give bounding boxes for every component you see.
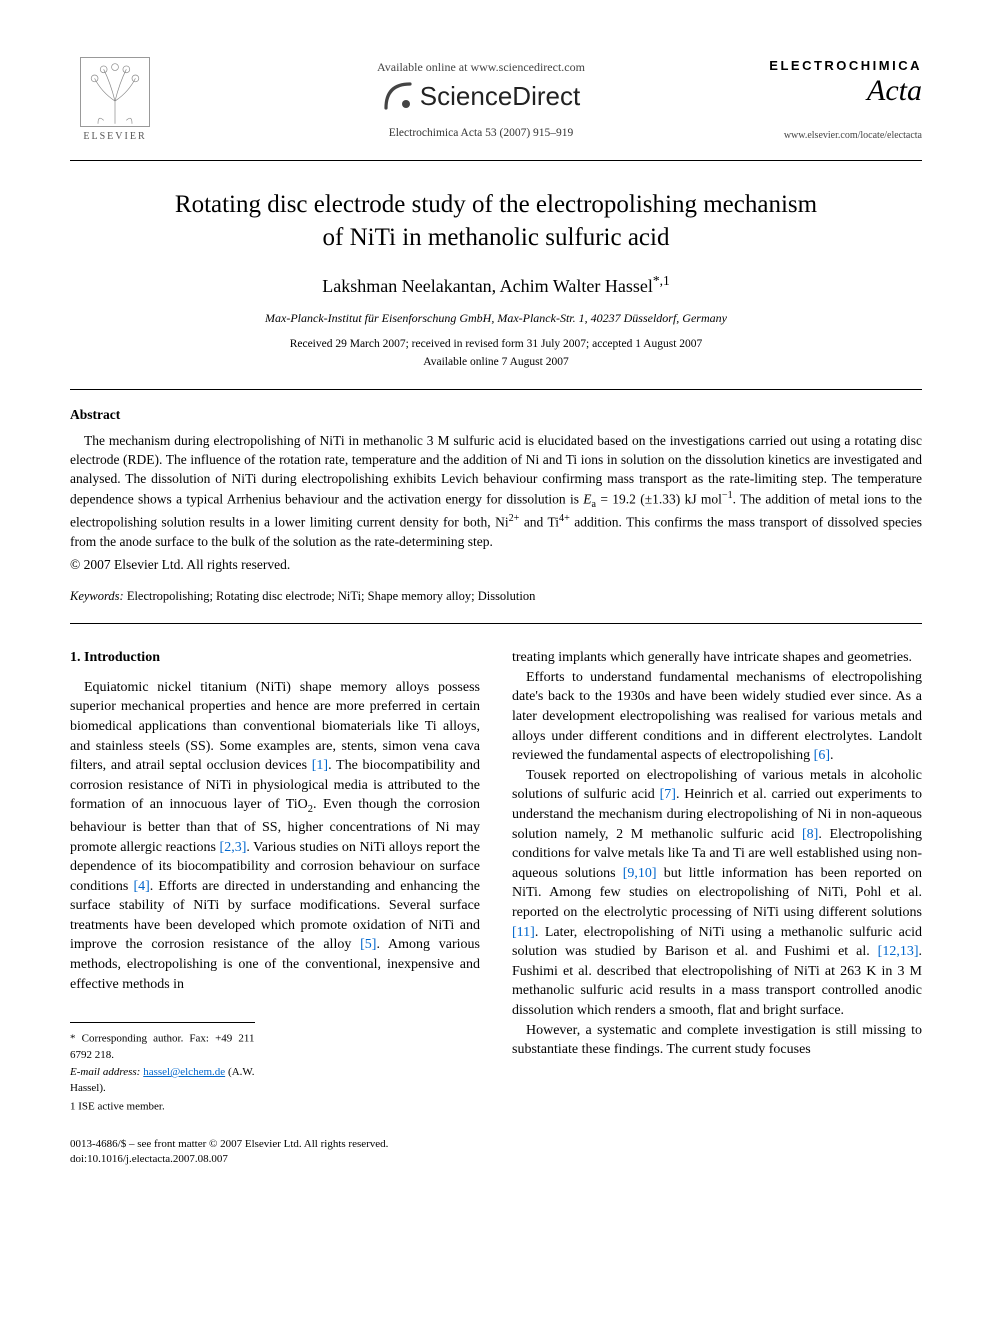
intro-paragraph-1: Equiatomic nickel titanium (NiTi) shape …: [70, 678, 480, 994]
email-footnote: E-mail address: hassel@elchem.de (A.W. H…: [70, 1064, 255, 1097]
citation-line: Electrochimica Acta 53 (2007) 915–919: [389, 126, 574, 142]
sciencedirect-text: ScienceDirect: [420, 79, 580, 114]
elsevier-tree-icon: [80, 57, 150, 127]
body-columns: 1. Introduction Equiatomic nickel titani…: [70, 648, 922, 1115]
section-heading-1: 1. Introduction: [70, 648, 480, 668]
authors: Lakshman Neelakantan, Achim Walter Hasse…: [70, 272, 922, 298]
author-sup: *,1: [653, 273, 670, 288]
corresponding-author-footnote: * Corresponding author. Fax: +49 211 679…: [70, 1029, 255, 1064]
abstract-text: The mechanism during electropolishing of…: [70, 432, 922, 551]
abstract-heading: Abstract: [70, 406, 922, 424]
keywords-values: Electropolishing; Rotating disc electrod…: [124, 589, 536, 603]
dates-line-1: Received 29 March 2007; received in revi…: [290, 338, 703, 350]
title-line-2: of NiTi in methanolic sulfuric acid: [323, 224, 670, 251]
footer-line-1: 0013-4686/$ – see front matter © 2007 El…: [70, 1138, 388, 1150]
available-online-text: Available online at www.sciencedirect.co…: [377, 59, 585, 75]
affiliation: Max-Planck-Institut für Eisenforschung G…: [70, 310, 922, 326]
sciencedirect-logo: ScienceDirect: [382, 79, 580, 114]
elsevier-label: ELSEVIER: [83, 130, 146, 144]
email-label: E-mail address:: [70, 1066, 140, 1078]
sciencedirect-swoosh-icon: [382, 80, 414, 112]
abstract-top-rule: [70, 389, 922, 390]
abstract-bottom-rule: [70, 623, 922, 624]
left-column: 1. Introduction Equiatomic nickel titani…: [70, 648, 480, 1115]
article-dates: Received 29 March 2007; received in revi…: [70, 336, 922, 371]
journal-script: Acta: [867, 71, 922, 112]
ise-footnote: 1 ISE active member.: [70, 1097, 255, 1115]
keywords-line: Keywords: Electropolishing; Rotating dis…: [70, 588, 922, 605]
right-paragraph-3: Tousek reported on electropolishing of v…: [512, 766, 922, 1021]
author-names: Lakshman Neelakantan, Achim Walter Hasse…: [322, 276, 653, 296]
copyright-line: © 2007 Elsevier Ltd. All rights reserved…: [70, 556, 922, 575]
corr-text: * Corresponding author. Fax: +49 211 679…: [70, 1033, 255, 1062]
right-column: treating implants which generally have i…: [512, 648, 922, 1115]
abstract-body: The mechanism during electropolishing of…: [70, 432, 922, 574]
right-paragraph-4: However, a systematic and complete inves…: [512, 1021, 922, 1060]
footnotes-block: * Corresponding author. Fax: +49 211 679…: [70, 1022, 255, 1115]
title-line-1: Rotating disc electrode study of the ele…: [175, 191, 817, 218]
journal-logo: ELECTROCHIMICA Acta www.elsevier.com/loc…: [802, 57, 922, 143]
page-header: ELSEVIER Available online at www.science…: [70, 50, 922, 150]
right-paragraph-2: Efforts to understand fundamental mechan…: [512, 668, 922, 766]
article-title: Rotating disc electrode study of the ele…: [70, 189, 922, 254]
right-paragraph-1: treating implants which generally have i…: [512, 648, 922, 668]
header-rule: [70, 160, 922, 161]
center-header: Available online at www.sciencedirect.co…: [160, 59, 802, 142]
elsevier-logo: ELSEVIER: [70, 50, 160, 150]
footer-line-2: doi:10.1016/j.electacta.2007.08.007: [70, 1153, 228, 1165]
dates-line-2: Available online 7 August 2007: [423, 356, 568, 368]
journal-url: www.elsevier.com/locate/electacta: [784, 129, 922, 143]
ise-text: 1 ISE active member.: [70, 1101, 165, 1113]
email-link[interactable]: hassel@elchem.de: [143, 1066, 225, 1078]
footer-block: 0013-4686/$ – see front matter © 2007 El…: [70, 1137, 922, 1168]
keywords-label: Keywords:: [70, 589, 124, 603]
